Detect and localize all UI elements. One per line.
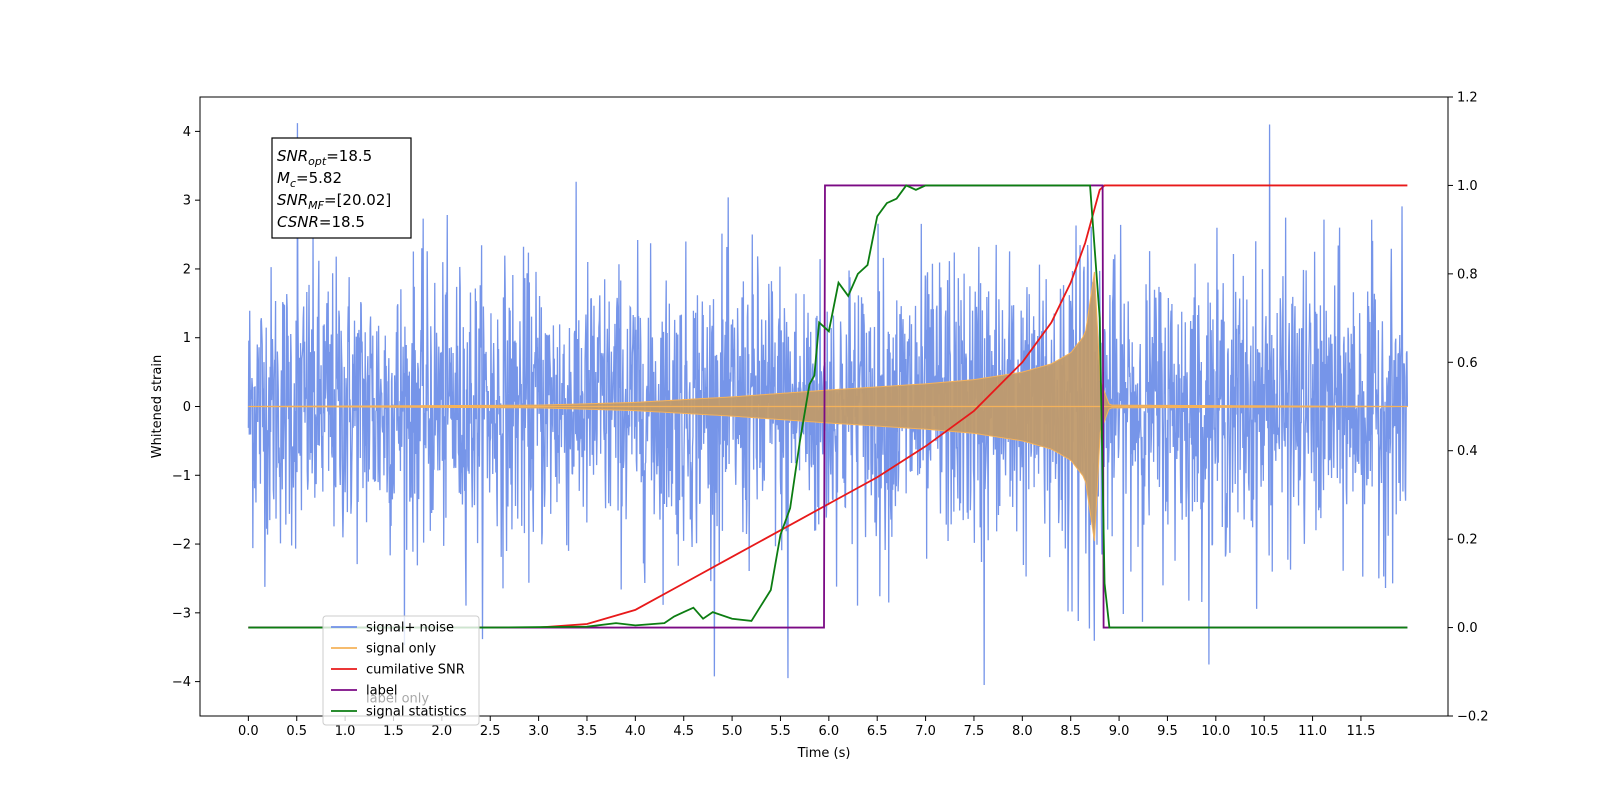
x-tick-label: 1.0 xyxy=(335,724,356,739)
y-tick-label: 1 xyxy=(183,331,191,346)
series-cumilative-snr xyxy=(248,184,1408,629)
legend-box xyxy=(322,615,480,726)
x-tick-label: 4.0 xyxy=(625,724,646,739)
legend-entry: signal+ noise xyxy=(366,621,454,636)
x-tick-label: 0.0 xyxy=(238,724,259,739)
legend-entry-faded: label only xyxy=(366,692,429,707)
y-tick-label: −1 xyxy=(172,469,191,484)
x-tick-label: 11.5 xyxy=(1346,724,1375,739)
y2-tick-label: 1.0 xyxy=(1457,179,1478,194)
legend-entry: signal statistics xyxy=(366,705,467,720)
x-tick-label: 5.0 xyxy=(722,724,743,739)
x-tick-label: 9.0 xyxy=(1109,724,1130,739)
y-tick-label: −2 xyxy=(172,538,191,553)
y2-tick-label: 0.4 xyxy=(1457,444,1478,459)
x-tick-label: 3.0 xyxy=(528,724,549,739)
x-tick-label: 10.0 xyxy=(1201,724,1230,739)
series-signal-statistics xyxy=(248,184,1408,629)
annotation-line: SNRMF=[20.02] xyxy=(277,191,391,212)
y2-tick-label: 0.2 xyxy=(1457,533,1478,548)
annotation-line: CSNR=18.5 xyxy=(277,213,365,231)
x-tick-label: 10.5 xyxy=(1250,724,1279,739)
x-tick-label: 3.5 xyxy=(577,724,598,739)
x-tick-label: 2.5 xyxy=(480,724,501,739)
legend-entry: cumilative SNR xyxy=(366,663,465,678)
x-tick-label: 9.5 xyxy=(1157,724,1178,739)
x-tick-label: 5.5 xyxy=(770,724,791,739)
x-tick-label: 6.5 xyxy=(867,724,888,739)
y-tick-label: 4 xyxy=(183,125,191,140)
x-tick-label: 11.0 xyxy=(1298,724,1327,739)
y2-tick-label: 0.8 xyxy=(1457,267,1478,282)
x-tick-label: 8.0 xyxy=(1012,724,1033,739)
y2-tick-label: 0.6 xyxy=(1457,356,1478,371)
x-tick-label: 7.0 xyxy=(915,724,936,739)
legend-entry: label xyxy=(366,684,397,699)
x-tick-label: 7.5 xyxy=(964,724,985,739)
y2-tick-label: 1.2 xyxy=(1457,91,1478,106)
annotation-line: Mc=5.82 xyxy=(277,169,342,190)
x-tick-label: 2.0 xyxy=(432,724,453,739)
y-tick-label: 3 xyxy=(183,194,191,209)
x-axis-label: Time (s) xyxy=(797,746,851,761)
x-tick-label: 4.5 xyxy=(673,724,694,739)
y-tick-label: −4 xyxy=(172,675,191,690)
y-tick-label: 2 xyxy=(183,262,191,277)
y2-tick-label: 0.0 xyxy=(1457,621,1478,636)
annotation-line: SNRopt=18.5 xyxy=(277,147,372,168)
y2-tick-label: −0.2 xyxy=(1457,710,1489,725)
x-tick-label: 1.5 xyxy=(383,724,404,739)
annotation-box xyxy=(271,137,412,239)
y-tick-label: −3 xyxy=(172,606,191,621)
y-axis-label: Whitened strain xyxy=(150,355,165,458)
x-tick-label: 0.5 xyxy=(286,724,307,739)
x-tick-label: 6.0 xyxy=(818,724,839,739)
x-tick-label: 8.5 xyxy=(1060,724,1081,739)
legend-entry: signal only xyxy=(366,642,436,657)
y-tick-label: 0 xyxy=(183,400,191,415)
